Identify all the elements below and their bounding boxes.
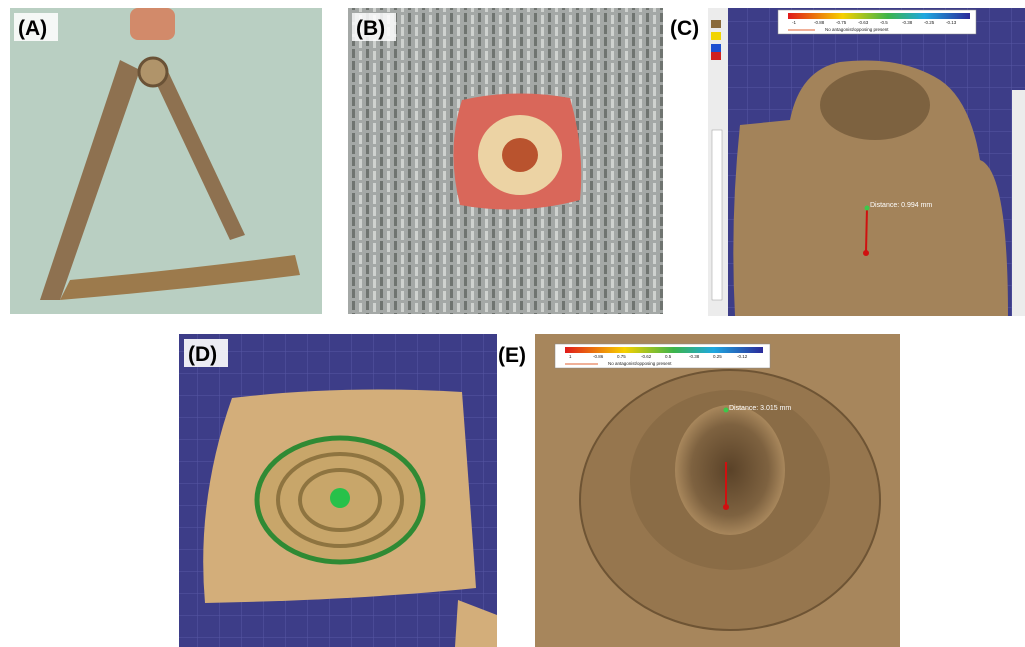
slider bbox=[712, 130, 722, 300]
color-scale bbox=[565, 347, 763, 353]
legend-text: No antagonist/opposing present bbox=[608, 361, 672, 366]
panel-label: (E) bbox=[498, 344, 526, 367]
scale-label: -0.62 bbox=[641, 354, 652, 359]
point bbox=[863, 250, 869, 256]
measurement: Distance: 0.994 mm bbox=[870, 202, 932, 209]
scale-label: -1 bbox=[792, 20, 796, 25]
measure-arrow bbox=[866, 208, 867, 252]
scale-label: -0.86 bbox=[593, 354, 604, 359]
point bbox=[865, 206, 870, 211]
panel-label: (B) bbox=[356, 17, 385, 40]
scale-label: -0.63 bbox=[858, 20, 869, 25]
scale-label: -0.13 bbox=[946, 20, 957, 25]
point bbox=[723, 504, 729, 510]
tooth-cavity bbox=[820, 70, 930, 140]
figure: (A) (B) Distance: 0.994 mm No antagonist… bbox=[0, 0, 1025, 647]
scale-label: -0.5 bbox=[880, 20, 888, 25]
swatch bbox=[711, 52, 721, 60]
scale-label: -0.88 bbox=[814, 20, 825, 25]
scale-label: -0.75 bbox=[836, 20, 847, 25]
scale-label: -0.25 bbox=[924, 20, 935, 25]
swatch bbox=[711, 32, 721, 40]
scale-label: 0.25 bbox=[713, 354, 722, 359]
scale-label: 0.5 bbox=[665, 354, 672, 359]
caliper-hinge bbox=[139, 58, 167, 86]
measurement: Distance: 3.015 mm bbox=[729, 405, 791, 412]
panel-label: (A) bbox=[18, 17, 47, 40]
scale-label: -0.38 bbox=[689, 354, 700, 359]
color-scale bbox=[788, 13, 970, 19]
center-marker bbox=[330, 488, 350, 508]
panel-label: (C) bbox=[670, 17, 699, 40]
panel-a: (A) bbox=[10, 8, 322, 314]
panel-d: (D) bbox=[179, 334, 497, 647]
scale-label: 0.75 bbox=[617, 354, 626, 359]
point bbox=[724, 408, 729, 413]
cavity bbox=[675, 405, 785, 535]
right-toolbar bbox=[1012, 90, 1025, 316]
panel-c: Distance: 0.994 mm No antagonist/opposin… bbox=[670, 8, 1025, 316]
legend-text: No antagonist/opposing present bbox=[825, 27, 889, 32]
panel-e: Distance: 3.015 mm No antagonist/opposin… bbox=[498, 334, 900, 647]
panel-label: (D) bbox=[188, 343, 217, 366]
swatch bbox=[711, 44, 721, 52]
caliper-handle bbox=[130, 8, 175, 40]
scale-label: -0.38 bbox=[902, 20, 913, 25]
scale-label: -0.12 bbox=[737, 354, 748, 359]
panel-b: (B) bbox=[348, 8, 663, 314]
pulp bbox=[502, 138, 538, 172]
swatch bbox=[711, 20, 721, 28]
